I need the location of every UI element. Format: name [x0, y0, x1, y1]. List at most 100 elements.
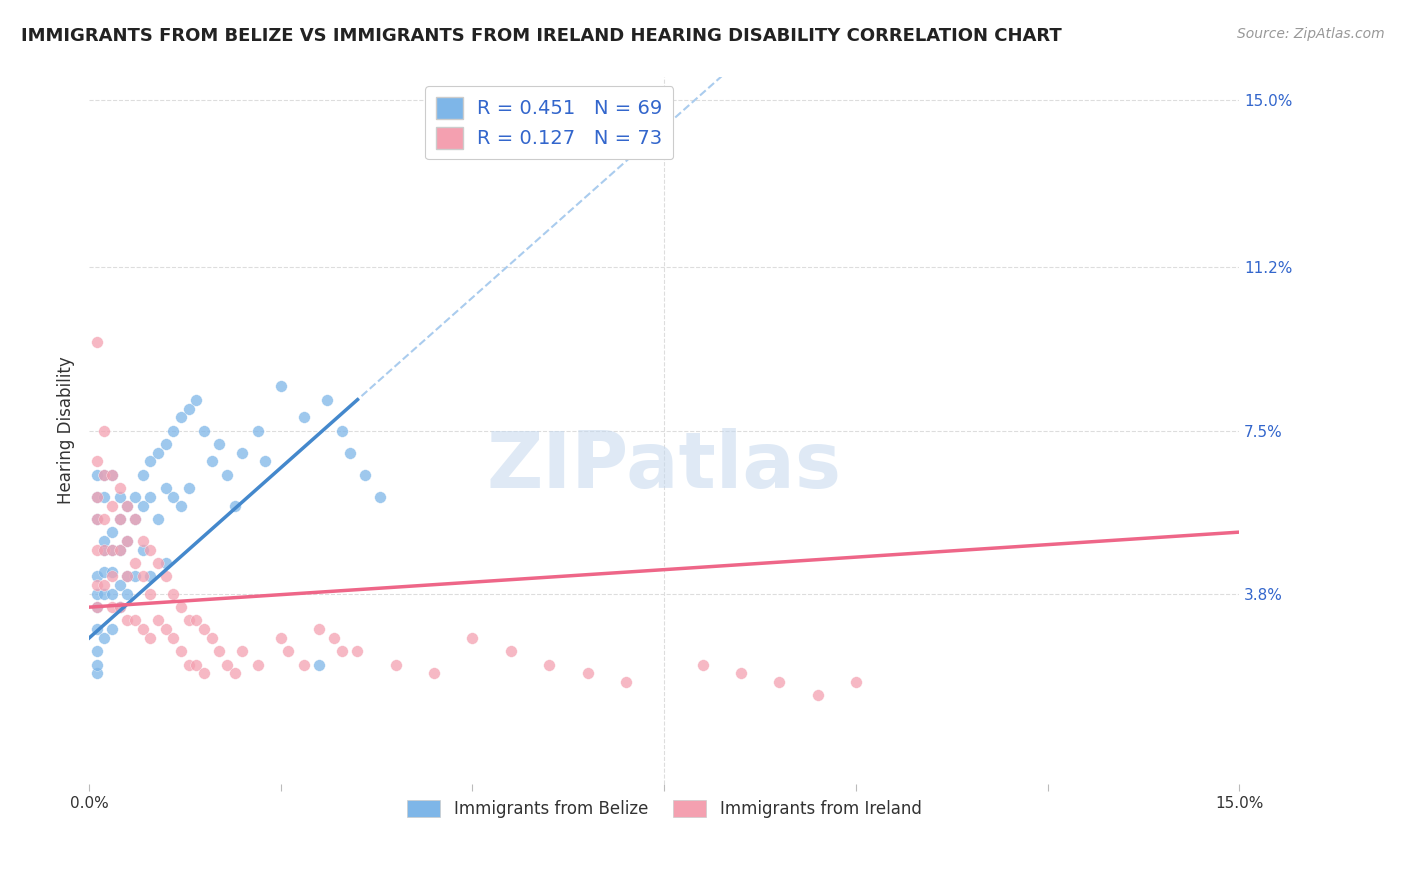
Point [117, 569, 139, 583]
Point [117, 614, 139, 628]
Text: IMMIGRANTS FROM BELIZE VS IMMIGRANTS FROM IRELAND HEARING DISABILITY CORRELATION: IMMIGRANTS FROM BELIZE VS IMMIGRANTS FRO… [21, 27, 1062, 45]
Point [177, 614, 200, 628]
Point [132, 499, 155, 513]
Point [93, 424, 115, 438]
Point [86, 578, 108, 592]
Point [339, 445, 361, 459]
Point [124, 512, 146, 526]
Point [270, 379, 292, 393]
Point [86, 587, 108, 601]
Point [124, 512, 146, 526]
Point [93, 512, 115, 526]
Point [132, 542, 155, 557]
Point [86, 569, 108, 583]
Point [86, 644, 108, 658]
Point [354, 467, 377, 482]
Text: ZIPatlas: ZIPatlas [486, 428, 842, 504]
Point [170, 644, 193, 658]
Point [108, 542, 131, 557]
Point [692, 657, 714, 672]
Point [101, 565, 124, 579]
Point [385, 657, 408, 672]
Point [330, 644, 353, 658]
Point [101, 587, 124, 601]
Point [162, 631, 184, 645]
Point [117, 569, 139, 583]
Point [108, 490, 131, 504]
Point [231, 644, 253, 658]
Point [208, 644, 231, 658]
Point [139, 454, 162, 468]
Point [186, 392, 208, 407]
Y-axis label: Hearing Disability: Hearing Disability [58, 357, 75, 505]
Point [108, 481, 131, 495]
Text: Source: ZipAtlas.com: Source: ZipAtlas.com [1237, 27, 1385, 41]
Point [224, 666, 246, 681]
Point [139, 587, 162, 601]
Point [93, 578, 115, 592]
Point [124, 556, 146, 570]
Point [139, 631, 162, 645]
Point [117, 587, 139, 601]
Point [101, 467, 124, 482]
Point [246, 424, 269, 438]
Point [108, 512, 131, 526]
Point [132, 533, 155, 548]
Point [93, 533, 115, 548]
Point [170, 600, 193, 615]
Point [499, 644, 522, 658]
Point [86, 490, 108, 504]
Point [315, 392, 337, 407]
Point [217, 467, 239, 482]
Point [162, 490, 184, 504]
Point [124, 569, 146, 583]
Point [146, 445, 169, 459]
Point [101, 525, 124, 540]
Point [108, 512, 131, 526]
Point [93, 490, 115, 504]
Point [270, 631, 292, 645]
Point [155, 556, 177, 570]
Point [101, 542, 124, 557]
Point [730, 666, 752, 681]
Point [93, 542, 115, 557]
Point [768, 675, 790, 690]
Point [170, 499, 193, 513]
Point [108, 578, 131, 592]
Point [132, 467, 155, 482]
Point [86, 666, 108, 681]
Point [93, 542, 115, 557]
Point [101, 600, 124, 615]
Point [101, 622, 124, 636]
Point [108, 542, 131, 557]
Point [86, 622, 108, 636]
Point [86, 467, 108, 482]
Point [117, 533, 139, 548]
Point [193, 424, 215, 438]
Point [193, 666, 215, 681]
Point [86, 512, 108, 526]
Point [806, 689, 828, 703]
Point [132, 569, 155, 583]
Point [108, 600, 131, 615]
Point [93, 467, 115, 482]
Point [370, 490, 392, 504]
Point [576, 666, 599, 681]
Point [93, 565, 115, 579]
Point [139, 542, 162, 557]
Point [201, 454, 224, 468]
Point [101, 542, 124, 557]
Point [146, 614, 169, 628]
Point [86, 490, 108, 504]
Point [93, 631, 115, 645]
Point [124, 490, 146, 504]
Point [86, 512, 108, 526]
Point [177, 657, 200, 672]
Point [117, 499, 139, 513]
Point [162, 424, 184, 438]
Point [292, 657, 315, 672]
Point [101, 499, 124, 513]
Point [308, 657, 330, 672]
Point [86, 335, 108, 350]
Point [86, 542, 108, 557]
